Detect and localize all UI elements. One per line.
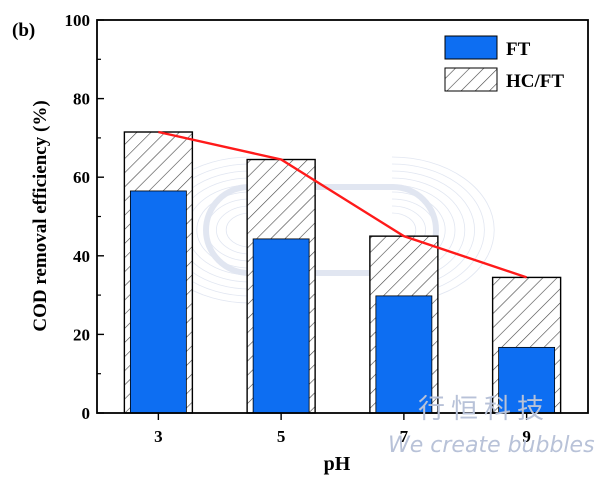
watermark-arc — [216, 205, 251, 255]
x-tick-label: 7 — [400, 427, 409, 446]
y-tick-label: 80 — [73, 90, 90, 109]
trend-line — [158, 130, 528, 279]
bar-ft-ph3 — [129, 190, 187, 414]
watermark-logo-graphic — [147, 156, 495, 304]
legend-swatch-hcft — [444, 67, 498, 92]
legend-label-ft: FT — [506, 39, 531, 60]
bar-ft-ph5 — [252, 238, 310, 414]
legend-label-hcft: HC/FT — [506, 71, 564, 92]
watermark-arc — [206, 198, 251, 262]
y-tick-label: 0 — [82, 404, 91, 423]
watermark-chinese: 行恒科技 — [418, 394, 550, 425]
y-tick-label: 20 — [73, 325, 90, 344]
panel-label: (b) — [12, 20, 35, 41]
bars-layer — [123, 131, 562, 414]
x-tick-label: 3 — [154, 427, 163, 446]
bar-ft-ph9 — [498, 346, 556, 414]
watermark-arc — [225, 212, 251, 248]
watermark-arc — [196, 191, 251, 269]
y-axis: 0 20 40 60 80 100 — [65, 11, 104, 423]
x-axis-label: pH — [324, 453, 351, 475]
x-axis: 3 5 7 9 — [154, 413, 531, 446]
legend: FT HC/FT — [444, 35, 564, 92]
x-tick-label: 5 — [277, 427, 286, 446]
x-tick-label: 9 — [522, 427, 531, 446]
y-axis-label: COD removal efficiency (%) — [30, 100, 51, 331]
bar-ft-ph7 — [375, 295, 433, 414]
y-tick-label: 40 — [73, 247, 90, 266]
y-tick-label: 60 — [73, 168, 90, 187]
legend-swatch-ft — [444, 35, 498, 60]
y-tick-label: 100 — [65, 11, 91, 30]
watermark-english: We create bubbles — [388, 433, 595, 458]
